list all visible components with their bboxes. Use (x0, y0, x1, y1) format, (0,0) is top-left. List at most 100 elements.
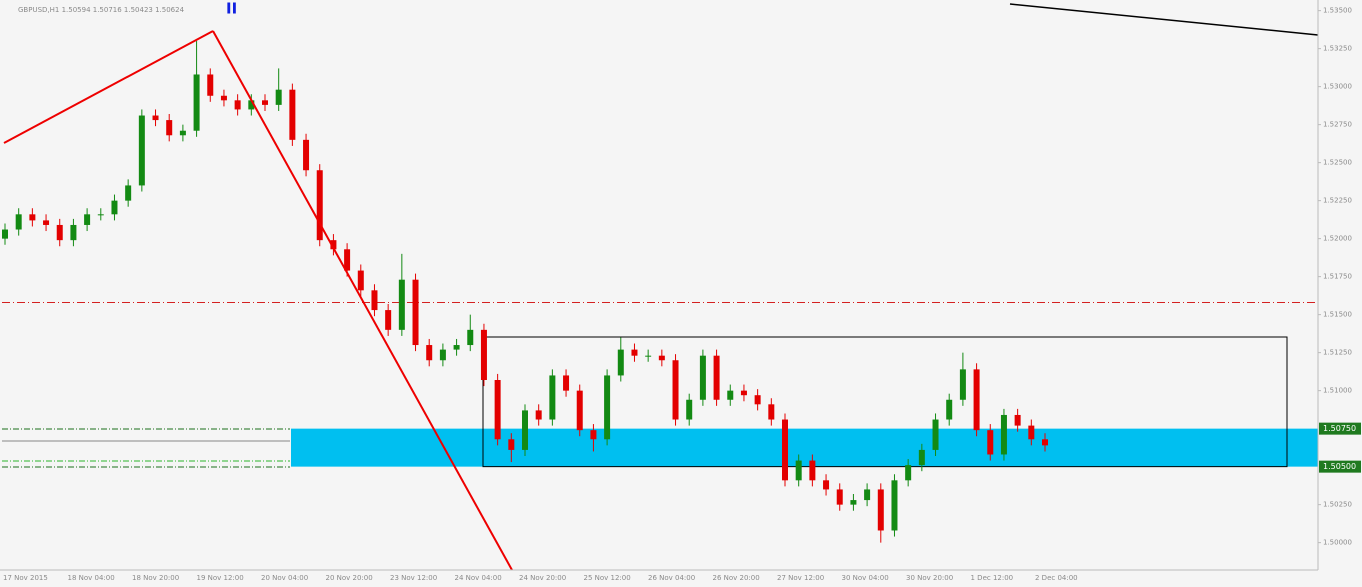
y-tick-label: 1.52250 (1323, 197, 1352, 205)
candle-body (125, 185, 132, 201)
candle-body (289, 89, 296, 140)
candle-body (645, 355, 652, 357)
candle-body (275, 89, 282, 105)
candle-body (918, 449, 925, 466)
candle-body (56, 224, 63, 241)
candle-body (439, 349, 446, 361)
candle-body (563, 375, 570, 391)
candle-body (1028, 425, 1035, 440)
candle-body (699, 355, 706, 400)
candle-body (1042, 439, 1048, 446)
x-tick-label: 20 Nov 20:00 (326, 574, 373, 582)
y-tick-label: 1.53500 (1323, 7, 1352, 15)
candle-body (303, 139, 310, 171)
trend-line (3, 30, 214, 144)
price-label: 1.50750 (1323, 424, 1356, 433)
candle-body (371, 290, 378, 311)
x-tick-label: 1 Dec 12:00 (971, 574, 1014, 582)
candle-body (70, 224, 77, 241)
candle-body (782, 419, 788, 481)
candle-body (590, 430, 597, 440)
x-tick-label: 27 Nov 12:00 (777, 574, 824, 582)
candle-body (385, 310, 392, 330)
candle-body (84, 214, 91, 225)
x-tick-label: 25 Nov 12:00 (584, 574, 631, 582)
candle-body (549, 375, 556, 420)
y-tick-label: 1.53000 (1323, 83, 1352, 91)
y-tick-label: 1.51500 (1323, 311, 1352, 319)
x-tick-label: 30 Nov 04:00 (842, 574, 889, 582)
candle-body (220, 95, 227, 101)
y-tick-label: 1.51250 (1323, 349, 1352, 357)
y-tick-label: 1.50250 (1323, 501, 1352, 509)
candle-body (850, 500, 857, 505)
y-tick-label: 1.53250 (1323, 45, 1352, 53)
candle-body (686, 399, 693, 420)
candle-body (467, 329, 474, 346)
x-tick-label: 23 Nov 12:00 (390, 574, 437, 582)
candle-body (864, 489, 871, 501)
trend-line (212, 30, 513, 571)
x-tick-label: 17 Nov 2015 (3, 574, 48, 582)
candle-body (754, 395, 761, 405)
candle-body (344, 249, 351, 271)
candle-body (97, 214, 104, 216)
y-tick-label: 1.51000 (1323, 387, 1352, 395)
price-label: 1.50500 (1323, 462, 1356, 471)
candle-body (1014, 414, 1021, 426)
x-tick-label: 26 Nov 04:00 (648, 574, 695, 582)
signal-marker: II (226, 0, 237, 18)
candle-body (330, 240, 337, 250)
candle-body (166, 120, 173, 136)
candle-body (932, 419, 939, 450)
candle-body (740, 390, 747, 396)
candle-body (809, 460, 816, 481)
candle-body (713, 355, 720, 400)
candle-body (234, 100, 241, 110)
candle-body (604, 375, 611, 440)
candle-body (795, 460, 802, 481)
zone (291, 428, 1318, 467)
candle-body (357, 270, 364, 291)
chart-title: GBPUSD,H1 1.50594 1.50716 1.50423 1.5062… (18, 6, 185, 14)
candle-body (2, 229, 8, 239)
x-tick-label: 26 Nov 20:00 (713, 574, 760, 582)
candle-body (179, 130, 186, 136)
candle-body (877, 489, 884, 531)
y-tick-label: 1.51750 (1323, 273, 1352, 281)
candle-body (768, 404, 775, 420)
x-tick-label: 2 Dec 04:00 (1035, 574, 1078, 582)
candle-body (29, 214, 36, 221)
candle-body (426, 345, 433, 361)
candle-body (631, 349, 638, 356)
candle-body (987, 430, 994, 455)
candle-body (111, 200, 118, 215)
x-tick-label: 18 Nov 04:00 (68, 574, 115, 582)
candle-body (453, 345, 460, 350)
candle-body (658, 355, 665, 361)
x-tick-label: 30 Nov 20:00 (906, 574, 953, 582)
candle-body (522, 410, 528, 450)
candle-body (412, 279, 419, 346)
candle-body (576, 390, 583, 431)
candle-body (43, 220, 50, 225)
candle-body (1000, 414, 1007, 455)
candle-body (672, 360, 679, 420)
candle-body (193, 74, 200, 131)
candle-body (15, 214, 22, 230)
price-label-bg (1319, 422, 1361, 435)
candle-body (891, 480, 898, 531)
candle-body (617, 349, 624, 376)
candle-body (248, 100, 255, 110)
candle-body (138, 115, 145, 186)
x-tick-label: 18 Nov 20:00 (132, 574, 179, 582)
x-tick-label: 19 Nov 12:00 (197, 574, 244, 582)
candle-body (398, 279, 405, 330)
price-label-bg (1319, 460, 1361, 473)
candle-body (823, 480, 830, 490)
trend-line (1009, 3, 1319, 36)
candle-body (508, 439, 515, 450)
candle-body (480, 329, 487, 380)
